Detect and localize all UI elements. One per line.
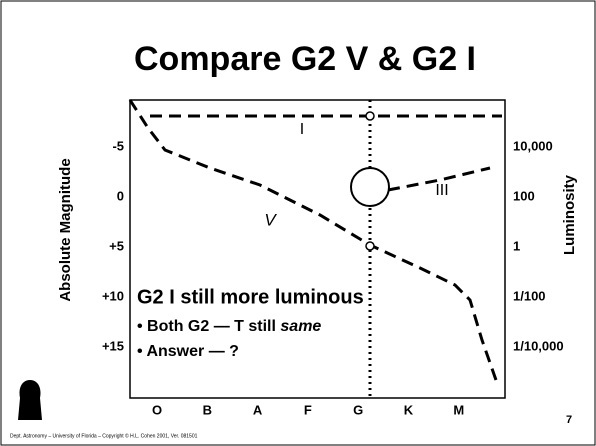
bullet: • Both G2 — T still same <box>137 318 321 335</box>
page-number: 7 <box>566 414 572 426</box>
giant-star <box>350 167 390 207</box>
curve-label: III <box>435 182 448 199</box>
x-tick-label: K <box>404 402 414 417</box>
heading: G2 I still more luminous <box>137 286 364 308</box>
supergiant-star <box>365 111 375 121</box>
x-tick-label: M <box>453 402 464 417</box>
y2-axis-label: Luminosity <box>561 174 578 255</box>
x-tick-label: O <box>152 402 162 417</box>
y-axis-label: Absolute Magnitude <box>57 158 74 301</box>
x-tick-label: G <box>353 402 363 417</box>
x-tick-label: F <box>304 402 312 417</box>
footer: Dept. Astronomy – University of Florida … <box>10 432 198 439</box>
y2-tick-label: 1/10,000 <box>513 338 564 353</box>
bullet-text: Answer — ? <box>146 343 238 360</box>
y-tick-label: +5 <box>109 238 124 253</box>
x-tick-label: A <box>253 402 263 417</box>
logo <box>18 380 42 420</box>
curve-label: V <box>264 210 277 229</box>
bullet: • Answer — ? <box>137 343 239 360</box>
emphasis: same <box>280 318 321 335</box>
y2-tick-label: 100 <box>513 188 535 203</box>
dwarf-star <box>365 241 375 251</box>
x-tick-label: B <box>203 402 212 417</box>
curve-label: I <box>300 121 304 138</box>
slide-title: Compare G2 V & G2 I <box>134 40 476 78</box>
chart-frame <box>129 99 506 399</box>
bullet-text: Both G2 — T still <box>147 318 276 335</box>
y-tick-label: -5 <box>112 138 124 153</box>
main-sequence <box>128 99 498 381</box>
y2-tick-label: 1/100 <box>513 288 546 303</box>
y2-tick-label: 1 <box>513 238 520 253</box>
y-tick-label: +10 <box>102 288 124 303</box>
y2-tick-label: 10,000 <box>513 138 553 153</box>
y-tick-label: +15 <box>102 338 124 353</box>
y-tick-label: 0 <box>117 188 124 203</box>
giant-branch <box>387 166 491 192</box>
